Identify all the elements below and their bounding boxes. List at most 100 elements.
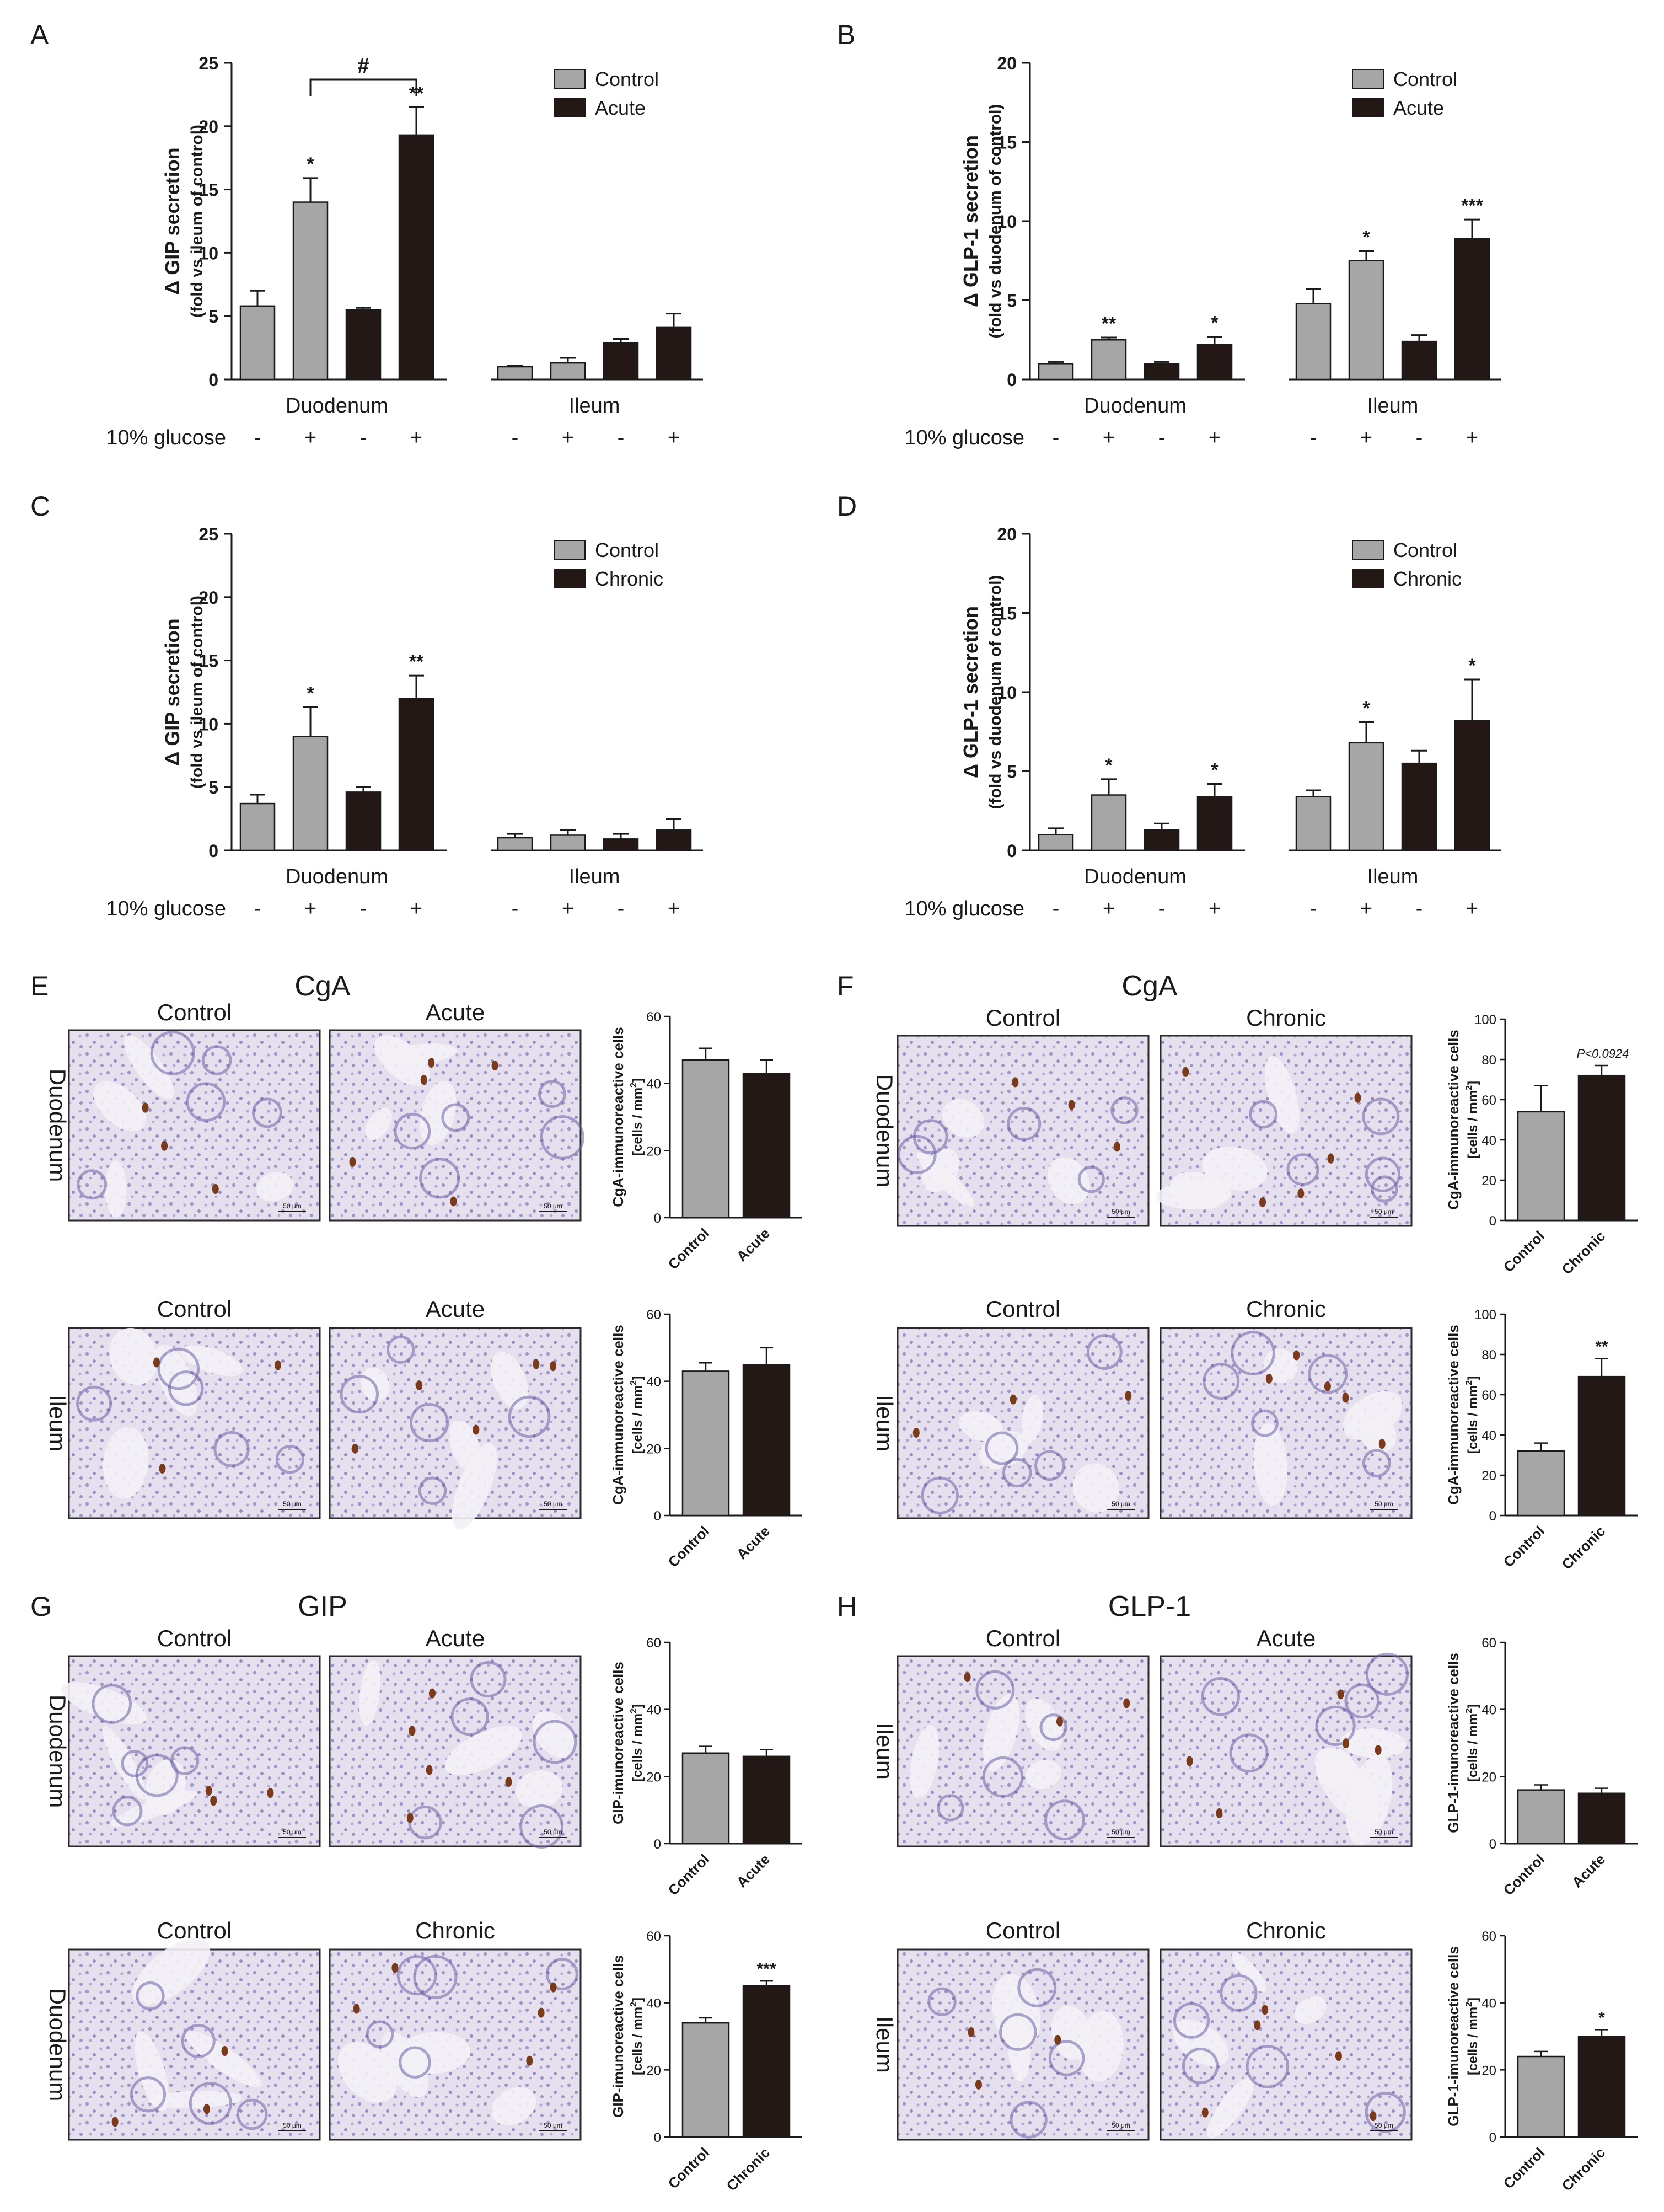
lumen-region	[1346, 1755, 1393, 1845]
bar	[1401, 762, 1437, 851]
crypt-outline	[157, 1347, 200, 1390]
crypt-outline	[1286, 1153, 1319, 1186]
crypt-outline	[76, 1385, 112, 1422]
crypt-outline	[112, 1796, 143, 1827]
glucose-row-label: 10% glucose	[106, 897, 226, 920]
group-label-duodenum: Duodenum	[286, 394, 388, 417]
crypt-outline	[213, 1431, 250, 1467]
bar	[550, 362, 586, 381]
panel-letter: D	[837, 491, 857, 522]
immunostained-cell	[353, 2004, 360, 2014]
category-label: Control	[665, 1523, 713, 1571]
unit-text: ]	[630, 1704, 645, 1708]
group-label-duodenum: Duodenum	[1084, 394, 1187, 417]
category-label: Control	[1500, 1523, 1548, 1571]
y-tick-label: 40	[1482, 1703, 1496, 1718]
image-label-control: Control	[986, 1918, 1060, 1943]
crypt-outline	[540, 1115, 585, 1160]
bar	[1577, 2036, 1626, 2138]
unit-superscript: 2	[629, 1708, 638, 1713]
panel-title: CgA	[1121, 970, 1177, 1002]
legend-swatch	[1352, 98, 1384, 117]
category-label: Control	[1500, 1228, 1548, 1276]
crypt-outline	[1002, 1458, 1032, 1488]
crypt-outline	[236, 2098, 268, 2130]
bar	[1196, 344, 1233, 381]
immunostained-cell	[352, 1443, 359, 1454]
crypt-outline	[394, 1112, 431, 1150]
y-tick-label: 60	[646, 1929, 661, 1944]
immunostained-cell	[526, 2055, 533, 2066]
y-axis-unit: [cells / mm2]	[629, 1376, 645, 1454]
micrograph	[897, 1327, 1150, 1519]
lumen-region	[180, 1345, 243, 1377]
tissue-label: Ileum	[872, 1395, 898, 1452]
bar	[292, 736, 329, 851]
crypt-outline	[1362, 1449, 1391, 1478]
crypt-outline	[136, 1981, 165, 2011]
lumen-region	[109, 1327, 158, 1385]
lumen-region	[1007, 2001, 1031, 2082]
bar	[1348, 742, 1384, 851]
crypt-outline	[1249, 1100, 1277, 1129]
crypt-outline	[121, 1750, 149, 1777]
y-tick-label: 0	[1489, 1837, 1496, 1852]
legend-label: Control	[595, 539, 659, 561]
unit-superscript: 2	[1464, 1708, 1474, 1713]
immunostained-cell	[1378, 1439, 1386, 1449]
unit-text: [cells / mm	[630, 1385, 645, 1454]
crypt-outline	[252, 1097, 282, 1128]
image-label-treated: Acute	[426, 1296, 485, 1322]
crypt-outline	[275, 1445, 305, 1474]
bar	[1091, 339, 1127, 381]
bar	[239, 305, 276, 381]
panel-letter: F	[837, 971, 854, 1001]
y-tick-label: 0	[208, 370, 218, 390]
lumen-region	[105, 1160, 127, 1218]
crypt-outline	[396, 1955, 437, 1996]
unit-text: ]	[630, 1078, 645, 1083]
glucose-sign: -	[512, 426, 519, 449]
tissue-label: Ileum	[872, 2016, 898, 2073]
y-tick-label: 0	[654, 2130, 661, 2145]
glucose-sign: +	[1360, 897, 1372, 920]
glucose-sign: -	[1310, 897, 1317, 920]
y-axis-unit: [cells / mm2]	[629, 1704, 645, 1782]
glucose-row-label: 10% glucose	[106, 426, 226, 449]
bar	[681, 1059, 730, 1219]
y-tick-label: 20	[198, 117, 218, 137]
legend-label: Control	[595, 68, 659, 90]
bar	[1517, 1450, 1565, 1517]
glucose-sign: +	[562, 897, 574, 920]
crypt-outline	[1365, 1652, 1409, 1696]
y-tick-label: 5	[1007, 291, 1017, 311]
legend-label: Acute	[1393, 97, 1444, 119]
crypt-outline	[130, 2076, 167, 2113]
lumen-region	[93, 1081, 147, 1132]
unit-text: [cells / mm	[630, 1088, 645, 1156]
immunostained-cell	[1254, 2020, 1261, 2031]
scale-bar-label: 50 μm	[544, 1202, 562, 1210]
y-tick-label: 40	[1482, 1428, 1496, 1443]
y-tick-label: 40	[1482, 1133, 1496, 1148]
immunostained-cell	[267, 1788, 274, 1798]
immunostained-cell	[1343, 1738, 1350, 1749]
bar	[550, 834, 586, 851]
crypt-outline	[1344, 1683, 1380, 1719]
crypt-outline	[201, 1045, 232, 1075]
category-label: Control	[1500, 2144, 1548, 2192]
unit-text: ]	[1466, 1997, 1480, 2002]
y-axis-label: GLP-1-imunoreactive cells	[1445, 1653, 1462, 1833]
micrograph	[329, 1327, 582, 1530]
glucose-sign: -	[254, 897, 261, 920]
y-tick-label: 60	[1482, 1636, 1496, 1651]
glucose-sign: -	[1158, 426, 1166, 449]
lumen-region	[185, 2031, 261, 2087]
image-row: Ileum Control Acute 50 μm 50 μm 0 20 40 60 CgA-im…	[45, 1296, 802, 1571]
unit-superscript: 2	[1464, 1085, 1474, 1090]
unit-superscript: 2	[629, 2002, 638, 2007]
